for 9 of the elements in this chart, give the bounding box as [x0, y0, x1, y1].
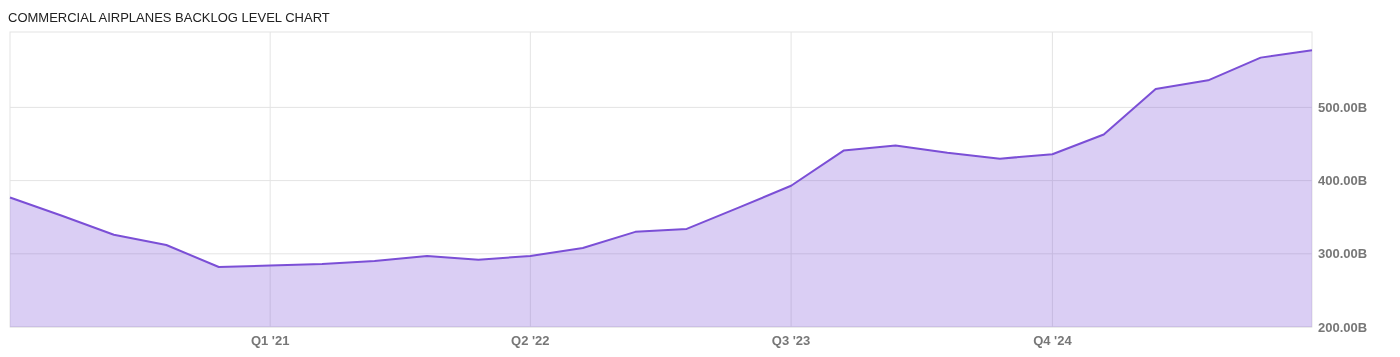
- x-tick-label: Q4 '24: [1033, 333, 1073, 348]
- y-tick-label: 400.00B: [1318, 173, 1368, 189]
- chart-title: COMMERCIAL AIRPLANES BACKLOG LEVEL CHART: [8, 10, 330, 25]
- x-tick-label: Q2 '22: [511, 333, 550, 348]
- y-tick-label: 300.00B: [1318, 246, 1368, 262]
- y-tick-label: 500.00B: [1318, 99, 1368, 115]
- y-tick-label: 200.00B: [1318, 319, 1368, 335]
- x-tick-label: Q1 '21: [250, 333, 290, 348]
- x-tick-label: Q3 '23: [771, 333, 811, 348]
